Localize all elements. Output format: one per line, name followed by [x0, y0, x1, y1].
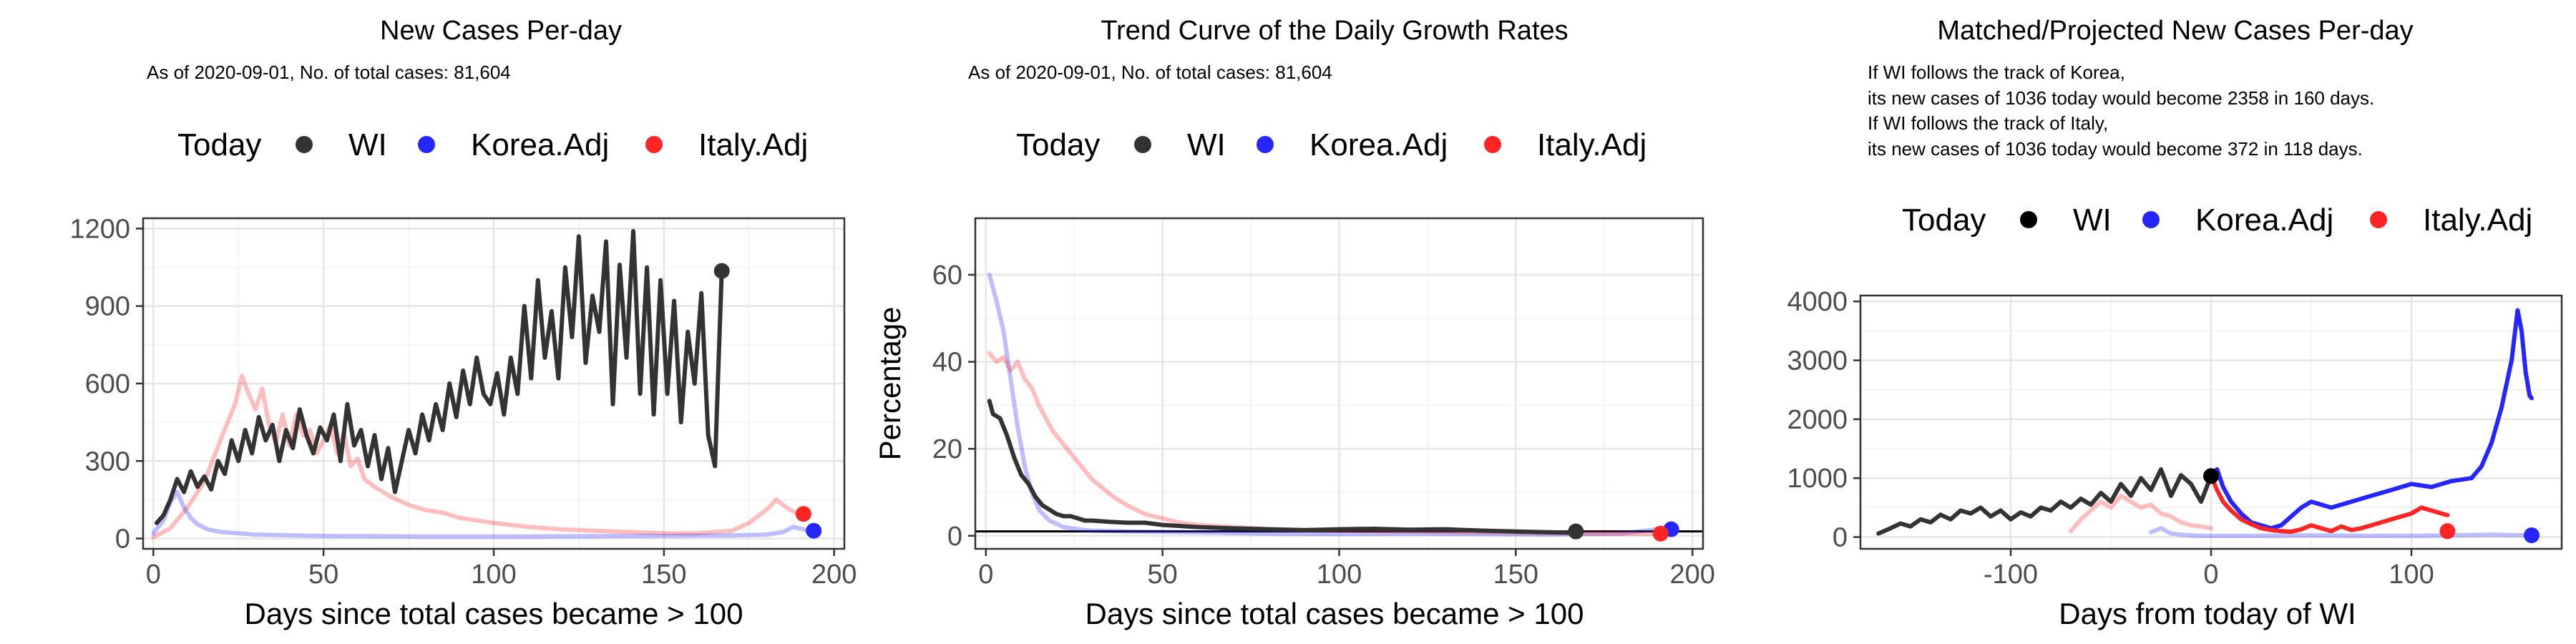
legend-key-wi: [1134, 136, 1151, 153]
legend: Today WI Korea.Adj Italy.Adj: [1902, 203, 2532, 238]
y-tick-label: 900: [85, 292, 130, 322]
today-point-korea-adj: [806, 522, 822, 539]
today-point-wi: [713, 263, 730, 279]
y-tick-label: 3000: [1787, 346, 1848, 376]
legend-label-korea: Korea.Adj: [1309, 127, 1448, 162]
legend-key-italy: [645, 136, 663, 153]
legend-label-korea: Korea.Adj: [2195, 203, 2333, 238]
today-point-italy-adj: [795, 506, 811, 522]
new-cases-chart: New Cases Per-day As of 2020-09-01, No. …: [69, 16, 857, 630]
legend-label-korea: Korea.Adj: [471, 127, 609, 162]
series-line-korea-adj: [987, 273, 1674, 537]
series-line-korea-adj: [151, 489, 813, 539]
y-tick-label: 0: [1833, 523, 1848, 553]
legend-label-italy: Italy.Adj: [2423, 203, 2532, 238]
today-points: [713, 263, 822, 539]
y-tick-label: 0: [947, 522, 962, 552]
legend-key-korea: [2142, 211, 2160, 228]
y-tick-label: 0: [115, 525, 130, 555]
projection-note: its new cases of 1036 today would become…: [1868, 138, 2363, 160]
legend-key-italy: [1484, 136, 1501, 153]
today-points: [1568, 521, 1679, 542]
legend-key-korea: [418, 136, 435, 153]
y-tick-label: 40: [932, 348, 962, 378]
series-line-korea-adj: [2209, 308, 2534, 531]
legend-label-italy: Italy.Adj: [698, 127, 808, 162]
x-tick-label: 100: [1317, 560, 1362, 590]
y-tick-label: 4000: [1787, 287, 1848, 317]
series-lines: [1876, 308, 2534, 538]
y-tick-label: 300: [85, 447, 130, 477]
x-tick-label: 200: [811, 560, 857, 590]
series-line-korea-adj-history: [2149, 526, 2534, 538]
y-axis-label: Percentage: [873, 307, 907, 461]
legend-label-wi: WI: [1187, 127, 1226, 162]
chart-title: Matched/Projected New Cases Per-day: [1937, 16, 2413, 46]
projected-cases-chart: Matched/Projected New Cases Per-day If W…: [1787, 16, 2563, 630]
legend-title: Today: [1016, 127, 1100, 162]
x-tick-label: 0: [978, 560, 993, 590]
growth-rate-chart: Trend Curve of the Daily Growth Rates As…: [873, 16, 1715, 630]
axes: 0 50 100 150 200 0 20 40 60: [932, 260, 1715, 590]
x-tick-label: 0: [2203, 560, 2218, 590]
series-line-italy-adj: [987, 351, 1659, 537]
x-axis-label: Days since total cases became > 100: [245, 597, 743, 630]
today-point-wi: [2203, 468, 2219, 484]
x-tick-label: 150: [641, 560, 686, 590]
legend-key-korea: [1257, 136, 1274, 153]
today-point-italy-adj: [1652, 525, 1669, 542]
legend-label-wi: WI: [348, 127, 387, 162]
y-tick-label: 1200: [69, 214, 130, 244]
projection-note: its new cases of 1036 today would become…: [1868, 87, 2374, 109]
legend-title: Today: [177, 127, 261, 162]
legend: Today WI Korea.Adj Italy.Adj: [177, 127, 808, 162]
legend-key-italy: [2370, 211, 2387, 228]
series-lines: [975, 273, 1703, 537]
x-tick-label: 150: [1493, 560, 1538, 590]
projection-notes: If WI follows the track of Korea, its ne…: [1868, 62, 2374, 160]
chart-title: New Cases Per-day: [380, 16, 622, 46]
legend-key-wi: [296, 136, 313, 153]
x-tick-label: 100: [2389, 560, 2434, 590]
x-tick-label: -100: [1984, 560, 2038, 590]
series-line-wi: [155, 229, 724, 525]
chart-subtitle: As of 2020-09-01, No. of total cases: 81…: [968, 62, 1332, 83]
projection-note: If WI follows the track of Italy,: [1868, 112, 2108, 134]
x-tick-label: 100: [471, 560, 516, 590]
y-tick-label: 2000: [1787, 405, 1848, 435]
chart-title: Trend Curve of the Daily Growth Rates: [1101, 16, 1568, 46]
today-point-korea-adj: [2524, 527, 2540, 544]
legend-label-italy: Italy.Adj: [1537, 127, 1646, 162]
y-tick-label: 20: [932, 434, 962, 464]
chart-subtitle: As of 2020-09-01, No. of total cases: 81…: [147, 62, 511, 83]
legend-key-wi: [2020, 211, 2037, 228]
today-point-italy-adj: [2439, 523, 2456, 540]
y-tick-label: 1000: [1787, 464, 1848, 494]
projection-note: If WI follows the track of Korea,: [1868, 62, 2125, 83]
series-line-italy-adj-history: [2069, 493, 2213, 534]
legend: Today WI Korea.Adj Italy.Adj: [1016, 127, 1646, 162]
y-tick-label: 60: [932, 260, 962, 291]
x-axis-label: Days from today of WI: [2059, 597, 2356, 630]
series-line-italy-adj: [151, 374, 803, 540]
y-tick-label: 600: [85, 369, 130, 399]
x-axis-label: Days since total cases became > 100: [1085, 597, 1584, 630]
today-point-wi: [1568, 523, 1584, 540]
legend-title: Today: [1902, 203, 1986, 238]
grid: [975, 218, 1703, 549]
x-tick-label: 50: [308, 560, 338, 590]
x-tick-label: 0: [146, 560, 161, 590]
x-tick-label: 50: [1148, 560, 1178, 590]
x-tick-label: 200: [1669, 560, 1714, 590]
series-lines: [151, 229, 813, 540]
legend-label-wi: WI: [2073, 203, 2112, 238]
series-line-italy-adj: [2209, 474, 2450, 535]
series-line-wi: [987, 399, 1579, 535]
series-line-wi: [1876, 467, 2213, 536]
today-points: [2203, 468, 2540, 544]
axes: 0 50 100 150 200 0 300 600 900 1200: [69, 214, 857, 590]
